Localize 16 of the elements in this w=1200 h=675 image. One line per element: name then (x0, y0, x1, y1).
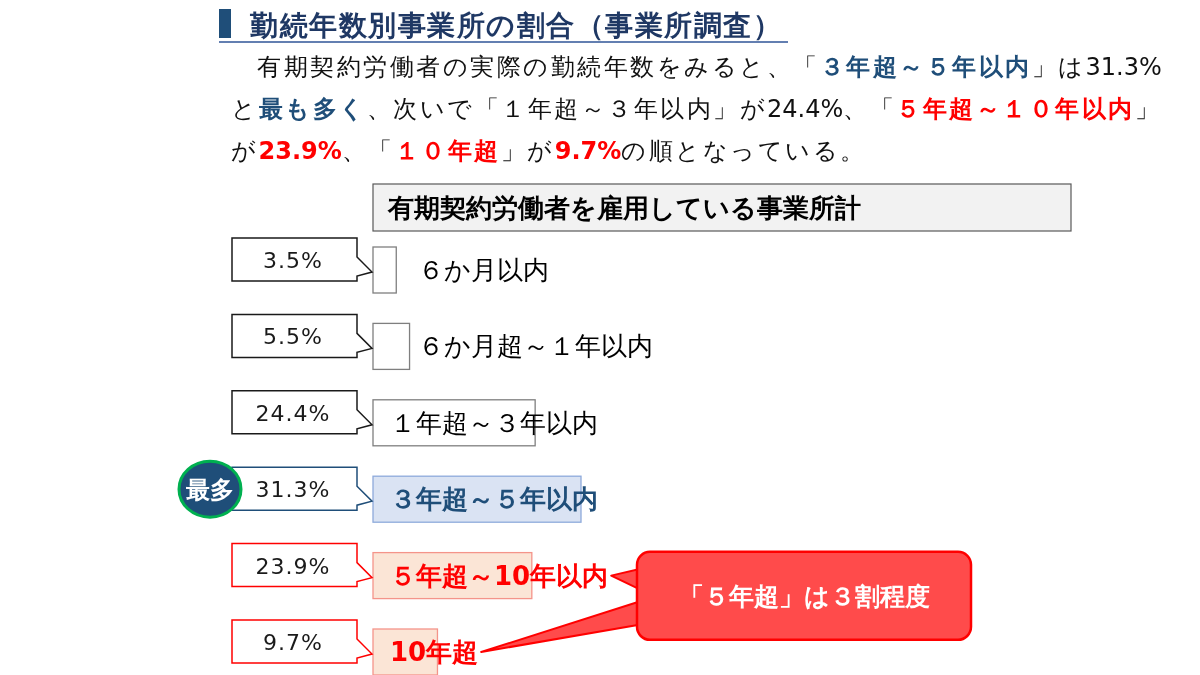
data-label: 31.3% (255, 477, 331, 503)
y-tick-label: １年超～３年以内 (390, 407, 598, 438)
y-tick-label: ６か月以内 (418, 255, 549, 285)
y-tick-label: 10年超 (390, 637, 479, 667)
y-tick-label: ５年超～10年以内 (390, 560, 609, 591)
text: 「５年超」は３割程度 (678, 581, 930, 611)
data-label: 23.9% (255, 553, 331, 579)
y-tick-label: ３年超～５年以内 (390, 484, 598, 515)
data-label: 5.5% (263, 324, 323, 350)
y-tick-label: ６か月超～１年以内 (418, 331, 653, 362)
data-label: 9.7% (263, 630, 323, 655)
data-label: 3.5% (263, 248, 323, 273)
text: 有期契約労働者を雇用している事業所計 (387, 193, 861, 223)
text: 最多 (185, 476, 234, 505)
data-label: 24.4% (255, 400, 331, 426)
chart-title: 勤続年数別事業所の割合（事業所調査） (249, 9, 782, 42)
